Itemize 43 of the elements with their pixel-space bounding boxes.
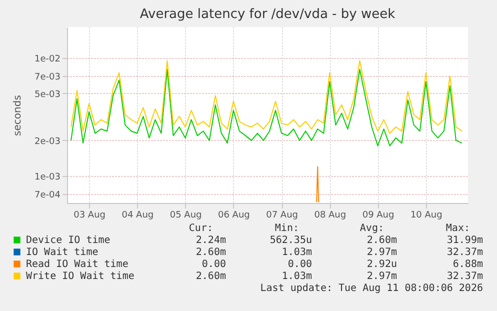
- y-axis-title: seconds: [12, 95, 24, 136]
- y-tick-label: 2e-03: [34, 136, 60, 147]
- text: 0.00: [202, 259, 226, 270]
- text: 32.37m: [446, 247, 483, 258]
- text: 2.60m: [196, 247, 226, 258]
- x-tick-label: 06 Aug: [218, 210, 250, 220]
- legend-label: Device IO time: [26, 235, 110, 246]
- text: 31.99m: [446, 235, 483, 246]
- x-tick-label: 08 Aug: [314, 210, 346, 220]
- y-tick-label: 1e-03: [34, 172, 60, 182]
- text: Cur:: [188, 223, 213, 234]
- x-tick-label: 04 Aug: [122, 210, 154, 220]
- legend-label: Read IO Wait time: [26, 259, 128, 270]
- y-tick-label: 1e-02: [34, 54, 60, 64]
- line-series: [70, 60, 462, 134]
- text: 2.24m: [196, 235, 226, 246]
- text: Avg:: [360, 223, 384, 234]
- text: 562.35u: [270, 235, 312, 246]
- text: 6.88m: [452, 259, 483, 270]
- legend-label: Write IO Wait time: [26, 271, 134, 282]
- text: 1.03m: [282, 247, 312, 258]
- text: Last update: Tue Aug 11 08:00:06 2026: [260, 283, 483, 294]
- x-tick-label: 07 Aug: [266, 210, 298, 220]
- line-series: [70, 68, 462, 146]
- y-tick-label: 5e-03: [34, 90, 60, 100]
- text: Max:: [446, 223, 470, 234]
- x-tick-label: 09 Aug: [362, 210, 394, 220]
- text: 2.60m: [196, 271, 226, 282]
- text: 1.03m: [282, 271, 312, 282]
- chart-title: Average latency for /dev/vda - by week: [140, 7, 396, 22]
- text: Min:: [274, 223, 299, 234]
- legend-label: IO Wait time: [26, 247, 98, 258]
- text: 2.97m: [366, 271, 397, 282]
- y-tick-label: 7e-03: [34, 72, 60, 83]
- text: 2.97m: [366, 247, 397, 258]
- x-tick-label: 03 Aug: [74, 210, 106, 220]
- text: 2.92u: [366, 259, 397, 270]
- text: 32.37m: [446, 271, 483, 282]
- x-tick-label: 05 Aug: [170, 210, 202, 220]
- y-tick-label: 7e-04: [34, 190, 61, 201]
- text: 2.60m: [366, 235, 397, 246]
- x-tick-label: 10 Aug: [410, 210, 442, 220]
- text: 0.00: [288, 259, 312, 270]
